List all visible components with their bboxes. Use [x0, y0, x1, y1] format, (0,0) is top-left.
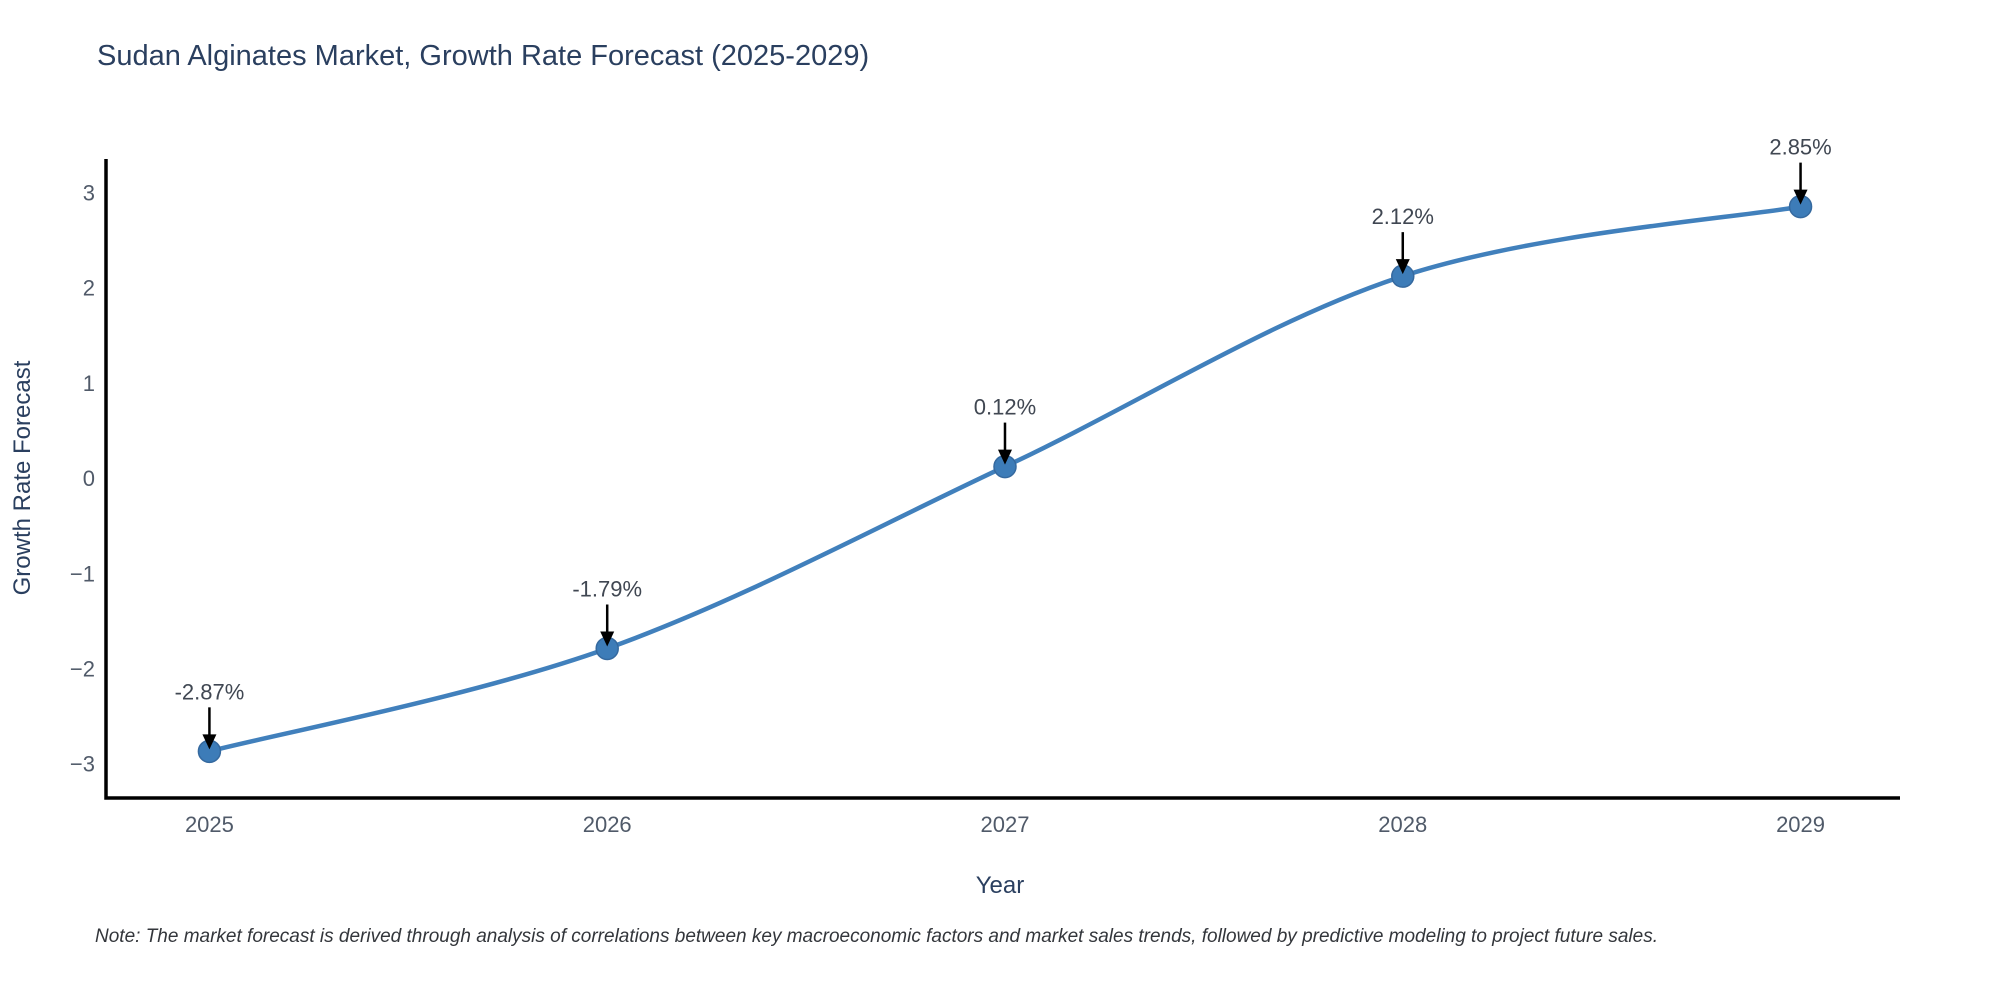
axis-lines: [104, 159, 1900, 800]
x-axis-title: Year: [976, 872, 1025, 899]
footnote: Note: The market forecast is derived thr…: [95, 926, 1658, 947]
annotation-arrowhead: [600, 631, 615, 647]
y-tick-label: −1: [70, 561, 95, 586]
x-tick-label: 2028: [1378, 812, 1427, 837]
forecast-line: [207, 204, 1803, 754]
annotation-label: 2.12%: [1372, 204, 1434, 229]
annotation-label: -1.79%: [572, 576, 642, 601]
chart-title: Sudan Alginates Market, Growth Rate Fore…: [97, 40, 869, 72]
y-tick-label: −3: [70, 752, 95, 777]
y-tick-label: −2: [70, 656, 95, 681]
annotation-arrowhead: [202, 734, 217, 750]
annotation-label: 0.12%: [974, 395, 1036, 420]
x-tick-label: 2029: [1776, 812, 1825, 837]
annotation-arrowhead: [1793, 189, 1808, 205]
annotation-arrowhead: [1395, 259, 1410, 275]
y-tick-label: 0: [83, 466, 95, 491]
y-tick-label: 2: [83, 276, 95, 301]
x-tick-label: 2027: [981, 812, 1030, 837]
annotation-label: 2.85%: [1769, 135, 1831, 160]
y-tick-label: 1: [83, 371, 95, 396]
y-axis-title: Growth Rate Forecast: [9, 360, 36, 595]
plot-area: 3 2 1 0 −1 −2 −3 2025 2026 2027 2028 2029 -2.87% -1.7…: [70, 135, 1900, 837]
annotation-arrowhead: [997, 449, 1012, 465]
x-tick-label: 2026: [583, 812, 632, 837]
annotation-label: -2.87%: [175, 679, 245, 704]
y-tick-label: 3: [83, 180, 95, 205]
x-tick-label: 2025: [185, 812, 234, 837]
